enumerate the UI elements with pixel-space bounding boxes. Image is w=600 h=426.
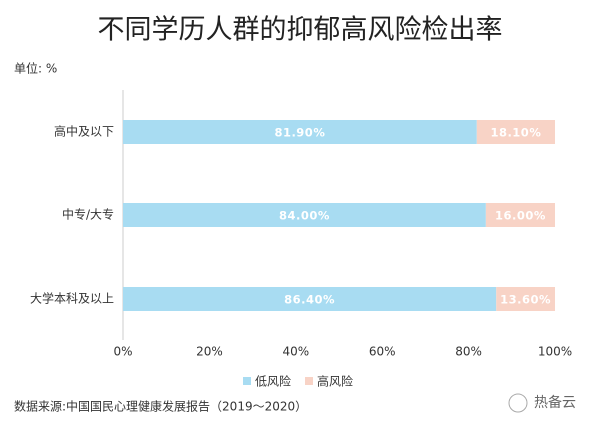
y-tick-label: 中专/大专 [62, 207, 114, 222]
x-tick-label: 0% [113, 345, 132, 359]
legend-label: 低风险 [255, 374, 291, 389]
value-label: 86.40% [284, 293, 335, 307]
bar-segment [485, 203, 555, 227]
legend-swatch [243, 377, 251, 385]
legend-label: 高风险 [317, 374, 353, 389]
chart-title: 不同学历人群的抑郁高风险检出率 [98, 15, 503, 46]
bar-segment [123, 203, 486, 227]
legend-swatch [305, 377, 313, 385]
x-tick-label: 60% [369, 345, 396, 359]
source-note: 数据来源:中国国民心理健康发展报告（2019～2020） [14, 399, 307, 414]
x-tick-label: 80% [455, 345, 482, 359]
watermark-icon [508, 393, 528, 413]
x-tick-label: 20% [196, 345, 223, 359]
y-tick-label: 高中及以下 [54, 124, 114, 139]
unit-label: 单位: % [14, 61, 57, 76]
bar-segment [476, 120, 555, 144]
bar-segment [123, 287, 497, 311]
y-tick-label: 大学本科及以上 [30, 291, 114, 306]
value-label: 18.10% [490, 126, 541, 140]
watermark: 热备云 [534, 394, 576, 411]
x-tick-label: 100% [538, 345, 572, 359]
value-label: 81.90% [274, 126, 325, 140]
x-tick-label: 40% [282, 345, 309, 359]
bar-segment [496, 287, 555, 311]
value-label: 84.00% [279, 209, 330, 223]
value-label: 16.00% [495, 209, 546, 223]
value-label: 13.60% [500, 293, 551, 307]
bar-segment [123, 120, 477, 144]
